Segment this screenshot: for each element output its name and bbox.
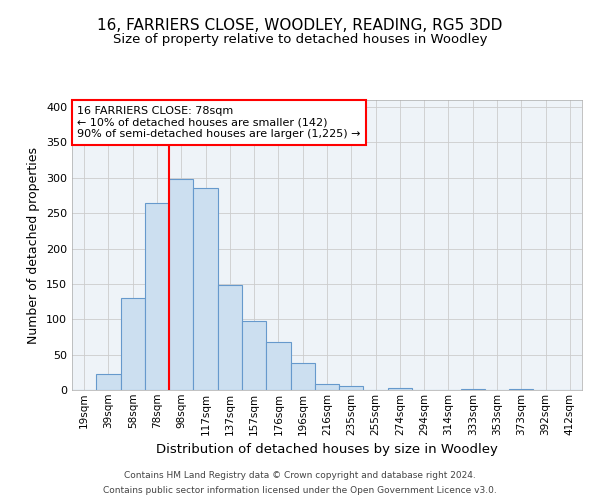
Text: Size of property relative to detached houses in Woodley: Size of property relative to detached ho… bbox=[113, 32, 487, 46]
Bar bbox=[145, 202, 169, 390]
Bar bbox=[315, 384, 339, 390]
Bar bbox=[169, 179, 193, 390]
Bar bbox=[193, 188, 218, 390]
Text: Contains HM Land Registry data © Crown copyright and database right 2024.: Contains HM Land Registry data © Crown c… bbox=[124, 471, 476, 480]
Bar bbox=[388, 388, 412, 390]
Y-axis label: Number of detached properties: Number of detached properties bbox=[28, 146, 40, 344]
Bar bbox=[290, 363, 315, 390]
Bar bbox=[461, 388, 485, 390]
Text: 16, FARRIERS CLOSE, WOODLEY, READING, RG5 3DD: 16, FARRIERS CLOSE, WOODLEY, READING, RG… bbox=[97, 18, 503, 32]
Bar bbox=[96, 374, 121, 390]
Bar bbox=[339, 386, 364, 390]
Bar bbox=[218, 286, 242, 390]
Bar bbox=[509, 388, 533, 390]
Bar bbox=[266, 342, 290, 390]
Bar bbox=[121, 298, 145, 390]
X-axis label: Distribution of detached houses by size in Woodley: Distribution of detached houses by size … bbox=[156, 443, 498, 456]
Text: Contains public sector information licensed under the Open Government Licence v3: Contains public sector information licen… bbox=[103, 486, 497, 495]
Bar bbox=[242, 320, 266, 390]
Text: 16 FARRIERS CLOSE: 78sqm
← 10% of detached houses are smaller (142)
90% of semi-: 16 FARRIERS CLOSE: 78sqm ← 10% of detach… bbox=[77, 106, 361, 139]
